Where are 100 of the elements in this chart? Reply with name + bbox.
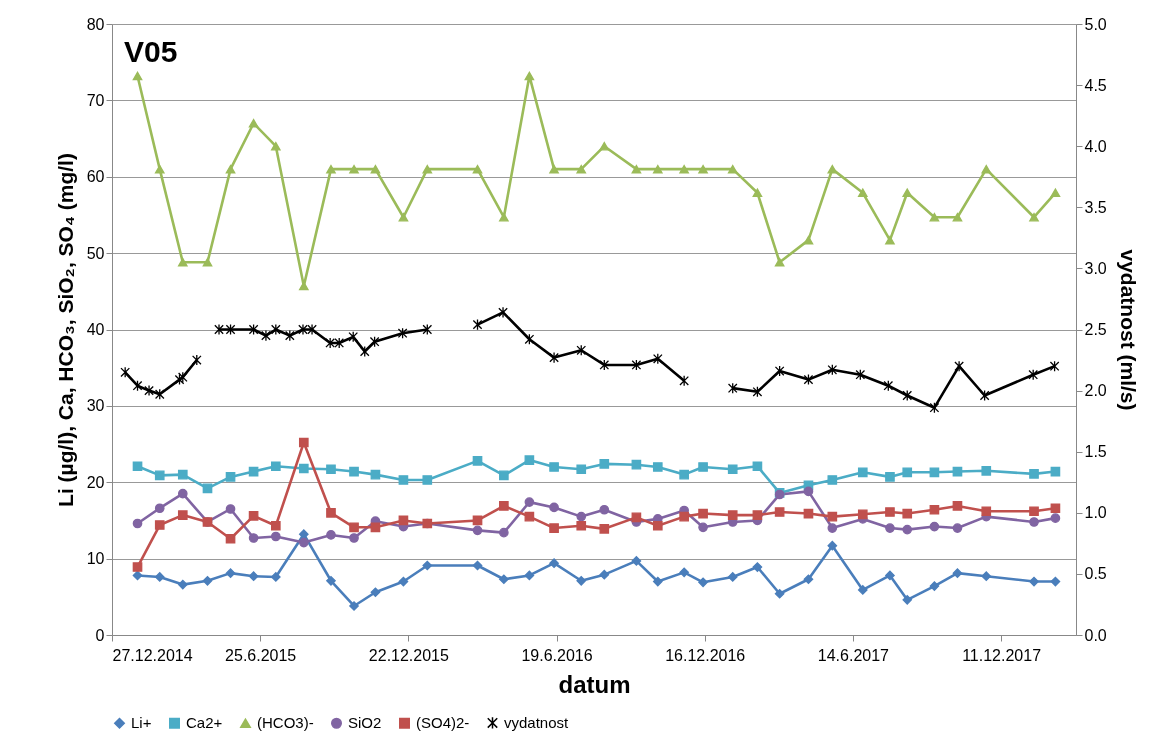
- point: [727, 382, 738, 394]
- point: [883, 380, 894, 392]
- point: [549, 523, 559, 533]
- y2-tick-label: 1.5: [1084, 443, 1107, 461]
- point: [576, 344, 587, 356]
- point: [1029, 517, 1039, 527]
- point: [154, 470, 165, 481]
- point: [599, 504, 610, 515]
- point: [857, 509, 868, 520]
- point: [397, 327, 408, 339]
- point: [248, 119, 259, 128]
- point: [499, 574, 509, 585]
- y2-tick-label: 5.0: [1084, 15, 1107, 33]
- y-tick-label: 0: [95, 626, 105, 644]
- point: [857, 467, 868, 478]
- point: [902, 595, 913, 605]
- point: [177, 579, 188, 590]
- point: [398, 212, 409, 222]
- y-tick-label: 70: [86, 91, 105, 109]
- point: [248, 323, 259, 336]
- point: [177, 258, 188, 267]
- point: [369, 336, 380, 348]
- point: [827, 540, 838, 551]
- point: [827, 523, 838, 533]
- point: [803, 574, 814, 585]
- point: [248, 533, 259, 543]
- x-tick-label: 27.12.2014: [112, 646, 193, 664]
- point: [902, 467, 913, 478]
- point: [599, 524, 610, 534]
- point: [225, 504, 236, 514]
- point: [679, 469, 689, 480]
- point: [326, 464, 336, 475]
- y-tick-label: 20: [86, 473, 105, 491]
- point: [929, 467, 940, 478]
- point: [225, 472, 236, 482]
- point: [855, 369, 866, 381]
- point: [298, 437, 309, 448]
- point: [132, 71, 143, 81]
- point: [885, 507, 895, 517]
- x-tick-label: 19.6.2016: [521, 646, 593, 664]
- point: [954, 360, 964, 372]
- point: [284, 329, 295, 342]
- point: [752, 461, 763, 472]
- point: [1050, 503, 1061, 514]
- point: [270, 141, 281, 151]
- point: [307, 323, 317, 336]
- point: [177, 510, 188, 520]
- y2-axis-title: vydatnost (ml/s): [1116, 249, 1140, 411]
- point: [398, 576, 409, 587]
- point: [270, 520, 281, 531]
- point: [929, 504, 940, 515]
- point: [652, 576, 663, 587]
- point: [499, 212, 509, 222]
- point: [359, 345, 370, 358]
- point: [524, 570, 535, 581]
- point: [298, 323, 308, 336]
- point: [132, 562, 143, 572]
- x-tick-label: 25.6.2015: [225, 646, 297, 664]
- point: [154, 520, 165, 530]
- point: [549, 558, 559, 569]
- point: [298, 537, 309, 548]
- point: [132, 461, 143, 472]
- point: [752, 188, 763, 198]
- point: [981, 465, 992, 476]
- point: [698, 508, 708, 519]
- point: [549, 462, 559, 472]
- point: [981, 571, 992, 582]
- point: [857, 188, 868, 198]
- point: [349, 601, 359, 611]
- point: [599, 359, 610, 371]
- point: [472, 456, 483, 466]
- point: [929, 521, 940, 532]
- y-tick-label: 40: [86, 321, 105, 338]
- point: [679, 511, 689, 522]
- point: [348, 331, 359, 343]
- point: [132, 380, 143, 392]
- point: [576, 520, 587, 531]
- point: [752, 510, 763, 520]
- point: [499, 501, 509, 511]
- point: [631, 164, 642, 174]
- x-axis-title: datum: [558, 670, 631, 698]
- point: [981, 164, 992, 174]
- point: [803, 486, 814, 497]
- point: [398, 475, 409, 485]
- y2-tick-label: 1.0: [1084, 504, 1107, 522]
- point: [202, 258, 213, 267]
- point: [120, 366, 130, 378]
- point: [576, 164, 587, 174]
- point: [929, 402, 940, 414]
- point: [885, 472, 895, 482]
- point: [902, 508, 913, 519]
- point: [979, 389, 990, 402]
- point: [827, 475, 838, 485]
- point: [225, 568, 236, 578]
- point: [132, 518, 143, 529]
- point: [154, 503, 165, 514]
- point: [422, 475, 433, 485]
- y2-tick-label: 4.5: [1084, 76, 1107, 94]
- point: [652, 520, 663, 531]
- point: [248, 571, 259, 582]
